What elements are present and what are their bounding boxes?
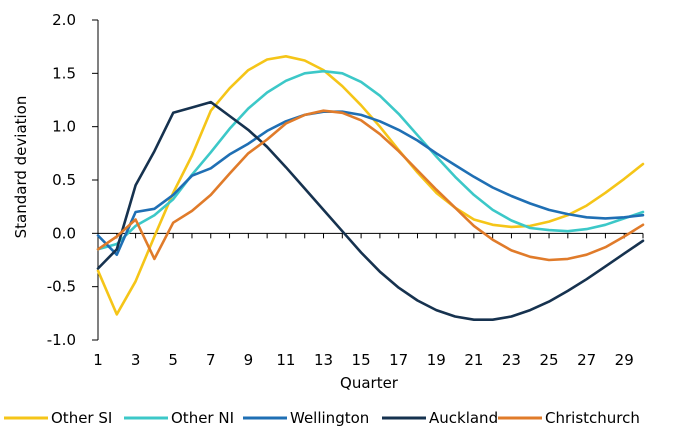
y-tick-label: 1.5 — [52, 64, 76, 82]
y-axis-title: Standard deviation — [12, 96, 30, 239]
y-tick-label: -1.0 — [47, 331, 76, 349]
x-tick-label: 29 — [615, 351, 634, 369]
x-tick-label: 19 — [427, 351, 446, 369]
legend-label-christchurch: Christchurch — [545, 409, 640, 427]
x-tick-label: 21 — [464, 351, 483, 369]
x-tick-label: 3 — [131, 351, 141, 369]
x-tick-label: 5 — [168, 351, 178, 369]
x-tick-label: 13 — [314, 351, 333, 369]
x-tick-label: 27 — [577, 351, 596, 369]
x-tick-label: 9 — [244, 351, 254, 369]
x-tick-label: 7 — [206, 351, 216, 369]
series-line-wellington — [96, 110, 645, 256]
series-lines — [96, 54, 645, 322]
x-tick-label: 23 — [502, 351, 521, 369]
y-tick-label: -0.5 — [47, 278, 76, 296]
x-tick-label: 1 — [93, 351, 103, 369]
legend-label-other-ni: Other NI — [171, 409, 234, 427]
x-tick-label: 15 — [352, 351, 371, 369]
y-tick-label: 0.5 — [52, 171, 76, 189]
legend-label-wellington: Wellington — [290, 409, 369, 427]
x-axis-title: Quarter — [340, 374, 399, 392]
series-line-auckland — [96, 100, 645, 322]
y-tick-label: 2.0 — [52, 11, 76, 29]
x-tick-label: 11 — [276, 351, 295, 369]
series-line-other-ni — [96, 69, 645, 251]
legend-label-other-si: Other SI — [51, 409, 112, 427]
y-axis: -1.0 -0.5 0.0 0.5 1.0 1.5 2.0 — [47, 11, 99, 349]
y-tick-label: 0.0 — [52, 224, 76, 242]
series-line-other-si — [96, 54, 645, 316]
x-tick-label: 25 — [539, 351, 558, 369]
legend-label-auckland: Auckland — [429, 409, 498, 427]
x-axis: 1 3 5 7 9 11 13 15 17 19 21 23 25 27 29 — [93, 232, 644, 369]
y-tick-label: 1.0 — [52, 118, 76, 136]
series-line-christchurch — [96, 109, 645, 262]
legend: Other SI Other NI Wellington Auckland Christ… — [4, 409, 640, 427]
x-tick-label: 17 — [389, 351, 408, 369]
